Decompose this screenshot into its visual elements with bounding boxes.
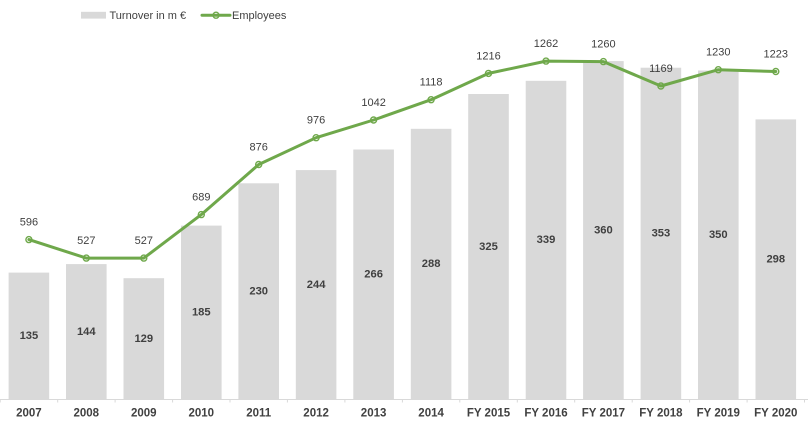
svg-text:1042: 1042 [361,97,385,109]
svg-text:288: 288 [422,258,441,270]
svg-text:Turnover in m €: Turnover in m € [110,10,187,22]
svg-text:596: 596 [20,217,38,229]
svg-text:339: 339 [537,234,556,246]
svg-text:1223: 1223 [764,48,788,60]
svg-text:1216: 1216 [476,50,500,62]
svg-text:2010: 2010 [189,408,215,420]
svg-text:876: 876 [250,141,268,153]
svg-text:266: 266 [364,269,383,281]
svg-text:298: 298 [766,253,785,265]
svg-text:2008: 2008 [74,408,100,420]
svg-text:527: 527 [135,235,153,247]
svg-text:135: 135 [20,330,39,342]
svg-text:2011: 2011 [246,408,272,420]
svg-text:1262: 1262 [534,38,558,50]
svg-text:244: 244 [307,279,326,291]
svg-text:1230: 1230 [706,47,730,59]
svg-text:527: 527 [77,235,95,247]
svg-text:230: 230 [249,285,268,297]
svg-text:689: 689 [192,192,210,204]
svg-text:360: 360 [594,224,613,236]
svg-text:FY 2018: FY 2018 [639,408,683,420]
svg-text:1260: 1260 [591,39,615,51]
svg-text:1169: 1169 [649,63,673,75]
svg-text:353: 353 [652,228,671,240]
svg-text:FY 2020: FY 2020 [754,408,797,420]
svg-text:Employees: Employees [232,10,287,22]
svg-text:FY 2015: FY 2015 [467,408,511,420]
svg-text:976: 976 [307,115,325,127]
svg-text:1118: 1118 [420,77,443,89]
svg-text:2007: 2007 [16,408,42,420]
svg-text:2012: 2012 [303,408,329,420]
svg-text:325: 325 [479,241,498,253]
svg-text:129: 129 [134,333,153,345]
svg-text:144: 144 [77,326,96,338]
svg-text:2009: 2009 [131,408,157,420]
svg-text:2014: 2014 [418,408,444,420]
svg-text:350: 350 [709,229,728,241]
svg-text:185: 185 [192,307,211,319]
svg-text:2013: 2013 [361,408,387,420]
svg-text:FY 2016: FY 2016 [524,408,567,420]
svg-text:FY 2017: FY 2017 [582,408,625,420]
svg-text:FY 2019: FY 2019 [697,408,740,420]
